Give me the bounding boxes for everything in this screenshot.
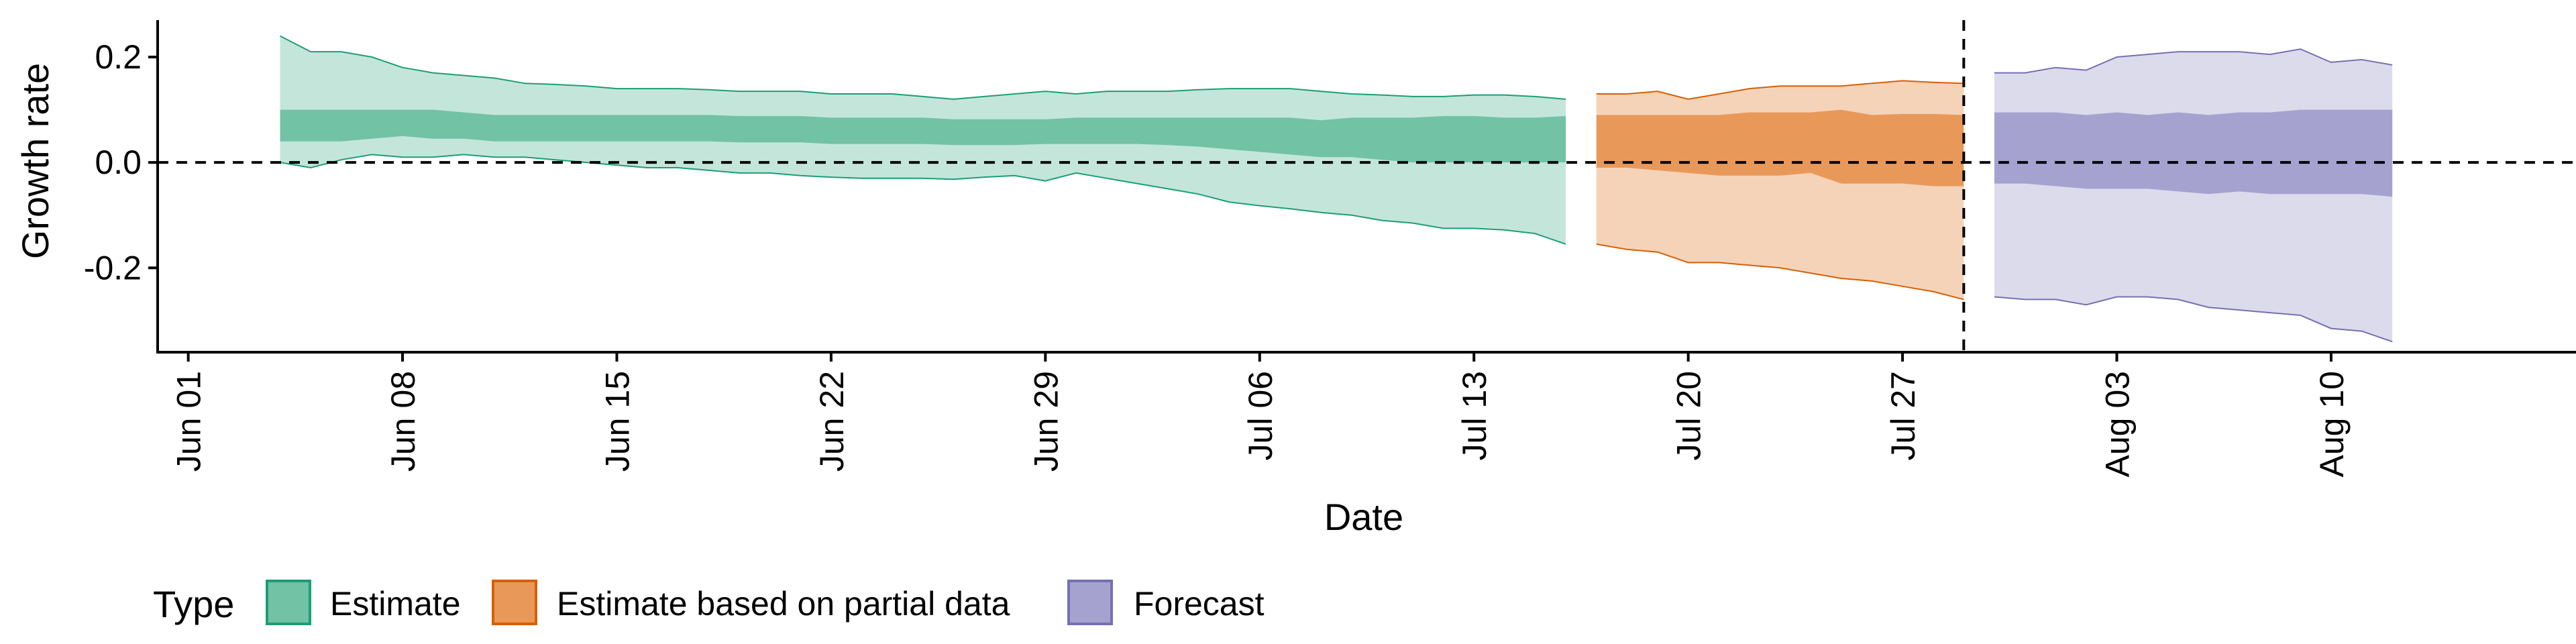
- legend-label-estimate: Estimate: [330, 585, 461, 623]
- x-tick-label: Jun 29: [1027, 371, 1065, 472]
- legend-key-forecast: [1067, 580, 1113, 625]
- x-tick-label: Jun 15: [599, 371, 637, 472]
- lower-bound-line-forecast: [1994, 296, 2393, 343]
- x-tick-label: Jul 20: [1670, 371, 1708, 460]
- x-tick-label: Jun 22: [813, 371, 851, 472]
- tick-marks-and-labels: 0.2 0.0 -0.2 Jun 01 Jun 08 Jun 15 Jun 22 Jun 29…: [84, 38, 2351, 477]
- legend: Type Estimate Estimate based on partial …: [153, 580, 1265, 625]
- x-tick-label: Jul 06: [1242, 371, 1279, 460]
- y-tick-label: 0.0: [95, 144, 142, 181]
- legend-key-partial-estimate: [492, 580, 537, 625]
- legend-key-estimate: [266, 580, 311, 625]
- x-tick-label: Jun 08: [384, 371, 422, 472]
- y-tick-label: -0.2: [84, 249, 142, 286]
- reference-lines: [158, 20, 2576, 352]
- x-tick-label: Jul 27: [1884, 371, 1922, 460]
- x-tick-label: Aug 03: [2099, 371, 2137, 477]
- y-axis-title: Growth rate: [14, 63, 56, 260]
- plot-area: [280, 35, 2393, 343]
- x-tick-label: Aug 10: [2313, 371, 2351, 477]
- x-tick-label: Jun 01: [170, 371, 208, 472]
- x-axis-title: Date: [1324, 496, 1403, 538]
- band-50-estimate: [280, 109, 1566, 163]
- axes: [156, 20, 2576, 354]
- legend-label-partial-estimate: Estimate based on partial data: [557, 585, 1010, 623]
- upper-bound-line-estimate-based-on-partial-data: [1596, 80, 1964, 100]
- band-50-forecast: [1994, 109, 2393, 197]
- legend-label-forecast: Forecast: [1134, 585, 1265, 623]
- legend-title: Type: [153, 583, 234, 625]
- upper-bound-line-estimate: [280, 35, 1566, 100]
- lower-bound-line-estimate: [280, 154, 1566, 245]
- upper-bound-line-forecast: [1994, 48, 2393, 74]
- band-50-estimate-based-on-partial-data: [1596, 109, 1964, 186]
- band-90-forecast: [1994, 49, 2393, 342]
- lower-bound-line-estimate-based-on-partial-data: [1596, 243, 1964, 301]
- x-tick-label: Jul 13: [1456, 371, 1493, 460]
- y-tick-label: 0.2: [95, 38, 142, 76]
